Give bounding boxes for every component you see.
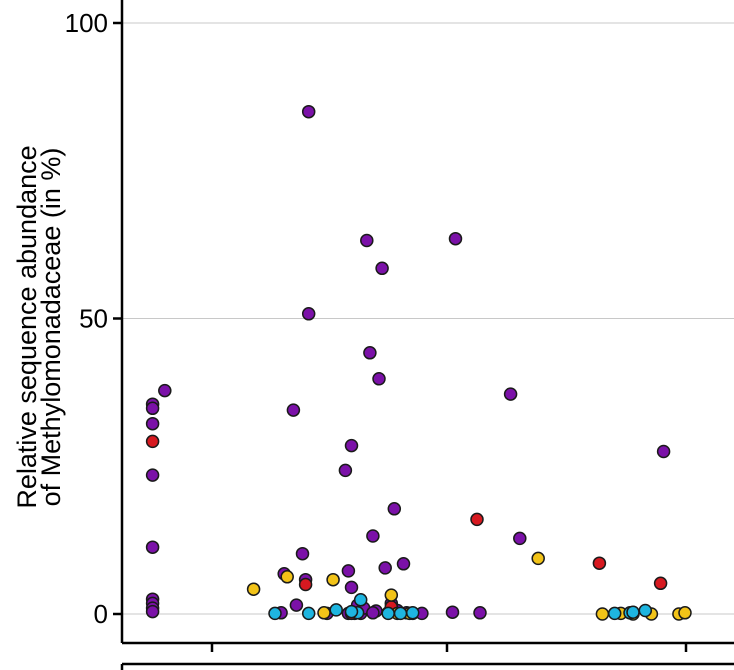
data-point-purple — [145, 401, 160, 416]
data-point-purple — [375, 261, 389, 276]
data-point-purple — [145, 540, 160, 554]
y-tick-label: 100 — [65, 8, 108, 38]
data-point-cyan — [329, 603, 343, 617]
data-point-purple — [473, 606, 487, 620]
data-point-purple — [363, 346, 377, 360]
data-point-purple — [301, 307, 316, 321]
data-point-purple — [513, 531, 527, 546]
data-point-red — [592, 556, 607, 570]
y-axis-title: Relative sequence abundance of Methylomo… — [12, 145, 66, 508]
data-point-purple — [360, 233, 374, 248]
data-point-purple — [286, 403, 301, 417]
data-point-purple — [145, 604, 160, 619]
data-point-purple — [338, 463, 353, 478]
y-axis-title-line1: Relative sequence abundance — [12, 145, 42, 508]
data-point-cyan — [268, 606, 282, 621]
data-point-purple — [396, 557, 411, 571]
data-point-yellow — [595, 607, 610, 621]
data-point-purple — [344, 438, 359, 453]
data-point-red — [145, 434, 160, 449]
data-point-yellow — [384, 588, 399, 602]
data-point-purple — [445, 605, 460, 619]
data-point-cyan — [301, 606, 316, 621]
data-point-yellow — [317, 606, 331, 620]
data-point-purple — [656, 444, 671, 459]
data-point-purple — [158, 383, 172, 398]
data-point-cyan — [344, 604, 359, 619]
data-point-cyan — [381, 606, 395, 621]
data-point-red — [653, 576, 668, 591]
data-point-purple — [378, 561, 392, 575]
data-point-purple — [295, 546, 310, 561]
y-ticks: 0 50 100 — [65, 8, 122, 629]
data-point-purple — [387, 502, 402, 516]
data-point-purple — [341, 564, 356, 578]
grid-lines — [122, 22, 734, 615]
y-tick-label: 50 — [79, 304, 108, 334]
data-point-cyan — [405, 606, 420, 620]
y-tick-label: 0 — [94, 599, 108, 629]
data-point-cyan — [607, 606, 622, 621]
data-point-purple — [289, 598, 304, 612]
data-point-yellow — [246, 582, 261, 596]
axes — [120, 0, 734, 670]
data-point-yellow — [326, 572, 340, 587]
data-point-yellow — [678, 606, 692, 620]
data-point-purple — [301, 104, 316, 119]
data-point-purple — [366, 529, 380, 543]
data-points — [145, 104, 692, 621]
data-point-red — [470, 512, 484, 527]
data-point-cyan — [393, 606, 408, 621]
data-point-purple — [344, 580, 359, 595]
data-point-yellow — [531, 551, 545, 566]
data-point-yellow — [280, 570, 294, 584]
data-point-cyan — [638, 603, 653, 618]
data-point-red — [298, 577, 313, 592]
data-point-purple — [503, 387, 518, 401]
data-point-purple — [366, 606, 380, 620]
data-point-purple — [448, 231, 463, 246]
data-point-purple — [145, 468, 160, 482]
data-point-purple — [372, 372, 386, 386]
data-point-purple — [145, 416, 160, 431]
data-point-cyan — [353, 593, 368, 607]
y-axis-title-line2: of Methylomonadaceae (in %) — [36, 148, 66, 507]
data-point-cyan — [626, 605, 640, 619]
